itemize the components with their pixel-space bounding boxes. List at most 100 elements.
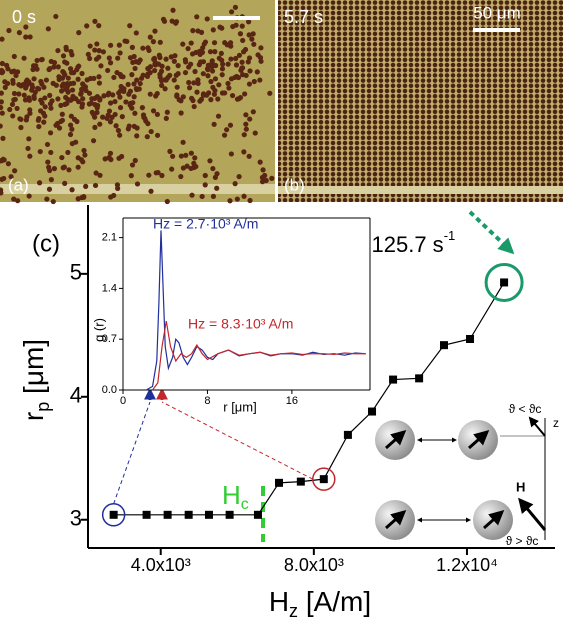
data-point bbox=[440, 341, 448, 349]
particle bbox=[191, 80, 196, 85]
particle bbox=[215, 96, 220, 101]
particle bbox=[233, 181, 238, 186]
particle bbox=[212, 92, 217, 97]
particle bbox=[247, 68, 252, 73]
particle bbox=[130, 162, 135, 167]
particle bbox=[187, 85, 192, 90]
particle bbox=[36, 124, 41, 129]
particle bbox=[62, 59, 67, 64]
particle bbox=[238, 31, 243, 36]
particle bbox=[6, 28, 11, 33]
particle bbox=[151, 108, 156, 113]
particle bbox=[57, 125, 62, 130]
particle bbox=[58, 119, 63, 124]
angle-label: ϑ > ϑc bbox=[506, 534, 539, 548]
particle bbox=[190, 98, 195, 103]
particle bbox=[192, 155, 197, 160]
particle bbox=[205, 73, 210, 78]
particle bbox=[159, 83, 164, 88]
particle bbox=[91, 112, 96, 117]
particle bbox=[61, 53, 66, 58]
particle bbox=[26, 95, 31, 100]
particle bbox=[69, 114, 74, 119]
particle bbox=[165, 66, 170, 71]
particle bbox=[205, 16, 210, 21]
particle bbox=[33, 90, 38, 95]
particle bbox=[101, 49, 106, 54]
particle bbox=[239, 60, 244, 65]
particle bbox=[243, 122, 248, 127]
particle bbox=[186, 80, 191, 85]
particle bbox=[81, 194, 86, 199]
x-tick-label: 0 bbox=[120, 395, 126, 407]
data-point bbox=[226, 511, 234, 519]
particle bbox=[219, 51, 224, 56]
particle bbox=[45, 159, 50, 164]
inset-y-label: g (r) bbox=[91, 318, 106, 342]
particle bbox=[203, 173, 208, 178]
particle bbox=[169, 54, 174, 59]
particle bbox=[185, 164, 190, 169]
particle bbox=[61, 82, 66, 87]
particle bbox=[117, 43, 122, 48]
particle bbox=[76, 77, 81, 82]
x-label-unit: [A/m] bbox=[298, 586, 371, 617]
particle bbox=[189, 40, 194, 45]
particle bbox=[119, 84, 124, 89]
particle bbox=[134, 30, 139, 35]
particle bbox=[247, 81, 252, 86]
particle bbox=[197, 49, 202, 54]
particle bbox=[161, 17, 166, 22]
particle bbox=[229, 76, 234, 81]
particle bbox=[140, 105, 145, 110]
particle bbox=[131, 81, 136, 86]
particle bbox=[41, 120, 46, 125]
particle bbox=[24, 77, 29, 82]
particle bbox=[169, 167, 174, 172]
particle bbox=[210, 166, 215, 171]
particle bbox=[216, 82, 221, 87]
particle bbox=[6, 161, 11, 166]
particle bbox=[155, 133, 160, 138]
particle bbox=[241, 49, 246, 54]
particle bbox=[53, 14, 58, 19]
particle bbox=[38, 149, 43, 154]
particle bbox=[135, 181, 140, 186]
particle bbox=[38, 108, 43, 113]
particle bbox=[212, 122, 217, 127]
particle bbox=[117, 95, 122, 100]
particle bbox=[249, 37, 254, 42]
particle bbox=[176, 63, 181, 68]
particle bbox=[82, 152, 87, 157]
particle bbox=[190, 28, 195, 33]
data-point bbox=[389, 376, 397, 384]
particle bbox=[241, 149, 246, 154]
particle bbox=[227, 198, 232, 203]
particle bbox=[52, 60, 57, 65]
particle bbox=[70, 87, 75, 92]
particle bbox=[58, 103, 63, 108]
data-point bbox=[320, 475, 328, 483]
particle bbox=[180, 140, 185, 145]
particle bbox=[12, 54, 17, 59]
particle bbox=[39, 81, 44, 86]
particle bbox=[170, 154, 175, 159]
particle bbox=[128, 103, 133, 108]
time-label: 5.7 s bbox=[284, 7, 323, 27]
particle bbox=[83, 184, 88, 189]
particle bbox=[175, 85, 180, 90]
particle bbox=[76, 99, 81, 104]
particle bbox=[251, 109, 256, 114]
y-tick-label: 1.4 bbox=[102, 282, 117, 294]
particle bbox=[220, 72, 225, 77]
particle bbox=[203, 182, 208, 187]
particle bbox=[46, 165, 51, 170]
particle bbox=[179, 153, 184, 158]
particle bbox=[0, 136, 5, 141]
particle bbox=[83, 88, 88, 93]
particle bbox=[233, 5, 238, 10]
particle bbox=[46, 26, 51, 31]
particle bbox=[94, 170, 99, 175]
particle bbox=[145, 121, 150, 126]
particle bbox=[148, 35, 153, 40]
